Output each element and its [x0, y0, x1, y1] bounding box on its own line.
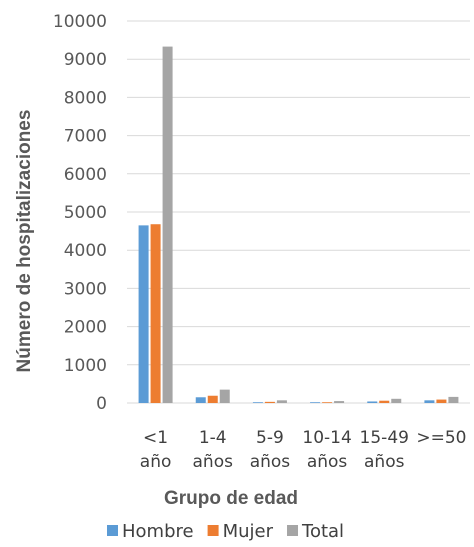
legend-swatch — [107, 525, 118, 536]
y-tick-label: 3000 — [64, 279, 107, 299]
bars — [138, 46, 459, 404]
legend-label: Mujer — [223, 521, 274, 542]
y-tick-label: 4000 — [64, 241, 107, 261]
bar-hombre-1 — [195, 397, 206, 403]
x-category-label: >=50 — [416, 428, 466, 448]
y-tick-label: 2000 — [64, 318, 107, 338]
x-category-label: 10-14 años — [302, 428, 351, 472]
x-category-label: <1 año — [140, 428, 172, 472]
y-tick-label: 1000 — [64, 356, 107, 376]
x-category-label: 1-4 años — [193, 428, 234, 472]
bar-total-0 — [162, 46, 173, 404]
bar-hombre-4 — [367, 401, 378, 403]
bar-total-3 — [334, 401, 345, 403]
y-tick-label: 6000 — [64, 165, 107, 185]
x-category-label: 15-49 años — [360, 428, 409, 472]
legend-swatch — [287, 525, 299, 536]
bar-total-5 — [448, 396, 459, 403]
bar-mujer-0 — [150, 224, 161, 403]
y-axis-title: Número de hospitalizaciones — [14, 110, 35, 373]
y-tick-label: 8000 — [64, 88, 107, 108]
bar-mujer-4 — [379, 400, 390, 403]
bar-hombre-2 — [252, 402, 263, 403]
bar-mujer-5 — [436, 399, 447, 403]
bar-total-4 — [391, 398, 402, 403]
legend: Hombre Mujer Total — [107, 521, 344, 542]
x-category-label: 5-9 años — [250, 428, 291, 472]
bar-total-2 — [276, 400, 287, 403]
legend-label: Hombre — [122, 521, 194, 542]
y-tick-label: 10000 — [53, 12, 107, 32]
bar-mujer-2 — [264, 401, 275, 403]
bar-hombre-5 — [424, 400, 435, 403]
gridlines — [127, 20, 470, 404]
y-axis-ticks: 0 1000 2000 3000 4000 5000 6000 7000 8000 9000 100… — [53, 12, 107, 414]
bar-total-1 — [219, 389, 230, 403]
y-tick-label: 0 — [96, 394, 107, 414]
bar-mujer-1 — [207, 395, 218, 403]
bar-mujer-3 — [322, 402, 333, 403]
y-tick-label: 9000 — [64, 50, 107, 70]
y-tick-label: 7000 — [64, 127, 107, 147]
legend-label: Total — [301, 521, 344, 542]
bar-hombre-3 — [310, 402, 321, 403]
y-tick-label: 5000 — [64, 203, 107, 223]
bar-hombre-0 — [138, 225, 149, 403]
legend-swatch — [207, 525, 219, 536]
x-axis-title: Grupo de edad — [164, 488, 298, 509]
